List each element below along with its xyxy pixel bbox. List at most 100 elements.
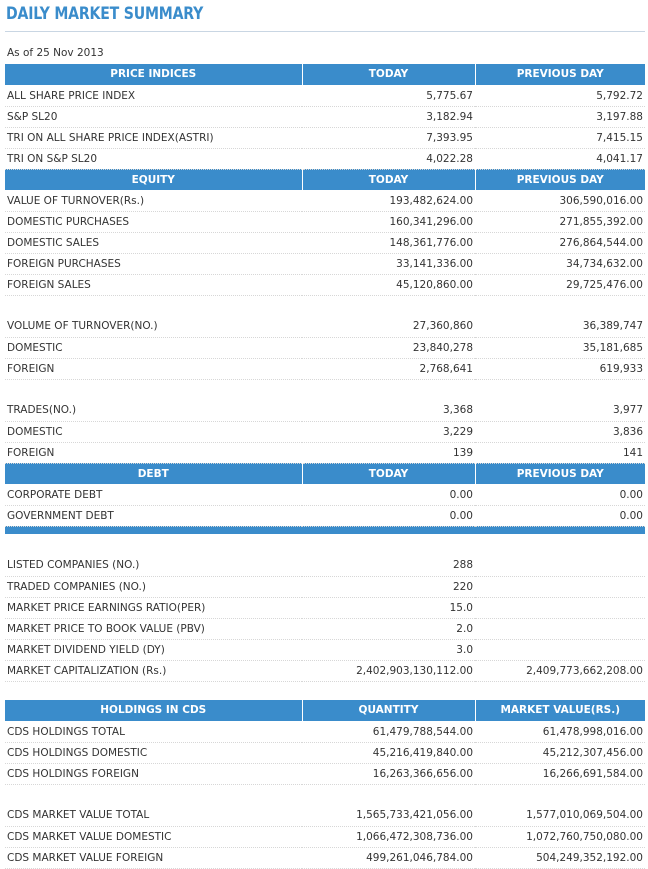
- value-cell: 3,368: [302, 400, 475, 422]
- previous-value-cell: 619,933: [475, 358, 645, 380]
- value-cell: [302, 379, 475, 400]
- table-row-market-price-earnings-ratio-per: MARKET PRICE EARNINGS RATIO(PER) 15.0: [5, 597, 645, 619]
- value-cell: 2.0: [302, 618, 475, 640]
- row-label: ALL SHARE PRICE INDEX: [5, 85, 302, 107]
- value-cell: 16,263,366,656.00: [302, 763, 475, 785]
- spacer-row: [5, 379, 645, 400]
- row-label: TRI ON ALL SHARE PRICE INDEX(ASTRI): [5, 127, 302, 149]
- column-header: MARKET VALUE(RS.): [475, 700, 645, 722]
- row-label: DOMESTIC: [5, 421, 302, 443]
- column-header: TODAY: [302, 463, 476, 485]
- row-label: CDS MARKET VALUE DOMESTIC: [5, 826, 302, 848]
- row-label: CDS MARKET VALUE TOTAL: [5, 805, 302, 827]
- row-label: TRADES(NO.): [5, 400, 302, 422]
- previous-value-cell: [475, 555, 645, 577]
- value-cell: 139: [302, 442, 475, 464]
- previous-value-cell: 45,212,307,456.00: [475, 742, 645, 764]
- column-header: QUANTITY: [302, 700, 476, 722]
- previous-value-cell: 3,977: [475, 400, 645, 422]
- value-cell: 61,479,788,544.00: [302, 721, 475, 743]
- table-row-foreign-purchases: FOREIGN PURCHASES 33,141,336.00 34,734,632…: [5, 253, 645, 275]
- value-cell: 148,361,776.00: [302, 232, 475, 254]
- column-header: TODAY: [302, 169, 476, 191]
- row-label: GOVERNMENT DEBT: [5, 505, 302, 527]
- debt-header-row: DEBT TODAY PREVIOUS DAY: [5, 463, 645, 485]
- previous-value-cell: [475, 295, 645, 316]
- table-row-traded-companies-no: TRADED COMPANIES (NO.) 220: [5, 576, 645, 598]
- row-label: FOREIGN: [5, 358, 302, 380]
- value-cell: 288: [302, 555, 475, 577]
- previous-value-cell: [475, 639, 645, 661]
- row-label: MARKET PRICE EARNINGS RATIO(PER): [5, 597, 302, 619]
- value-cell: 3,182.94: [302, 106, 475, 128]
- value-cell: 27,360,860: [302, 316, 475, 338]
- value-cell: [302, 784, 475, 805]
- row-label: MARKET DIVIDEND YIELD (DY): [5, 639, 302, 661]
- previous-value-cell: [475, 784, 645, 805]
- value-cell: 23,840,278: [302, 337, 475, 359]
- column-header: PREVIOUS DAY: [475, 463, 645, 485]
- table-row-cds-holdings-domestic: CDS HOLDINGS DOMESTIC 45,216,419,840.00 45…: [5, 742, 645, 764]
- previous-value-cell: 29,725,476.00: [475, 274, 645, 296]
- value-cell: 0.00: [302, 484, 475, 506]
- value-cell: 4,022.28: [302, 148, 475, 170]
- previous-value-cell: 141: [475, 442, 645, 464]
- previous-value-cell: [475, 618, 645, 640]
- previous-value-cell: 0.00: [475, 484, 645, 506]
- spacer-row: [5, 534, 645, 555]
- value-cell: 0.00: [302, 505, 475, 527]
- row-label: TRI ON S&P SL20: [5, 148, 302, 170]
- table-row-cds-market-value-total: CDS MARKET VALUE TOTAL 1,565,733,421,056.…: [5, 805, 645, 827]
- equity-header-row: EQUITY TODAY PREVIOUS DAY: [5, 169, 645, 191]
- value-cell: 45,216,419,840.00: [302, 742, 475, 764]
- table-row-corporate-debt: CORPORATE DEBT 0.00 0.00: [5, 484, 645, 506]
- row-label: [5, 379, 302, 400]
- table-row-market-capitalization-rs: MARKET CAPITALIZATION (Rs.) 2,402,903,130…: [5, 660, 645, 682]
- column-header: PRICE INDICES: [5, 64, 303, 86]
- table-row-domestic: DOMESTIC 3,229 3,836: [5, 421, 645, 443]
- row-label: VOLUME OF TURNOVER(NO.): [5, 316, 302, 338]
- holdings-header-row: HOLDINGS IN CDS QUANTITY MARKET VALUE(RS.): [5, 700, 645, 722]
- previous-value-cell: 36,389,747: [475, 316, 645, 338]
- cds-holdings-table: HOLDINGS IN CDS QUANTITY MARKET VALUE(RS.)…: [5, 700, 645, 869]
- row-label: [5, 295, 302, 316]
- value-cell: 1,565,733,421,056.00: [302, 805, 475, 827]
- value-cell: 220: [302, 576, 475, 598]
- table-row-cds-market-value-foreign: CDS MARKET VALUE FOREIGN 499,261,046,784.…: [5, 847, 645, 869]
- value-cell: 2,402,903,130,112.00: [302, 660, 475, 682]
- table-row-cds-holdings-total: CDS HOLDINGS TOTAL 61,479,788,544.00 61,47…: [5, 721, 645, 743]
- previous-value-cell: 1,577,010,069,504.00: [475, 805, 645, 827]
- value-cell: 1,066,472,308,736.00: [302, 826, 475, 848]
- previous-value-cell: 34,734,632.00: [475, 253, 645, 275]
- table-row-foreign: FOREIGN 139 141: [5, 442, 645, 464]
- previous-value-cell: 2,409,773,662,208.00: [475, 660, 645, 682]
- table-row-trades-no: TRADES(NO.) 3,368 3,977: [5, 400, 645, 422]
- previous-value-cell: 0.00: [475, 505, 645, 527]
- value-cell: [302, 534, 475, 555]
- previous-value-cell: [475, 576, 645, 598]
- row-label: FOREIGN: [5, 442, 302, 464]
- value-cell: 3.0: [302, 639, 475, 661]
- previous-value-cell: 5,792.72: [475, 85, 645, 107]
- row-label: CDS MARKET VALUE FOREIGN: [5, 847, 302, 869]
- previous-value-cell: 271,855,392.00: [475, 211, 645, 233]
- row-label: S&P SL20: [5, 106, 302, 128]
- table-row-domestic: DOMESTIC 23,840,278 35,181,685: [5, 337, 645, 359]
- row-label: DOMESTIC SALES: [5, 232, 302, 254]
- table-row-sandp-sl20: S&P SL20 3,182.94 3,197.88: [5, 106, 645, 128]
- value-cell: 193,482,624.00: [302, 190, 475, 212]
- value-cell: 3,229: [302, 421, 475, 443]
- row-label: FOREIGN PURCHASES: [5, 253, 302, 275]
- previous-value-cell: 3,836: [475, 421, 645, 443]
- table-row-cds-market-value-domestic: CDS MARKET VALUE DOMESTIC 1,066,472,308,7…: [5, 826, 645, 848]
- previous-value-cell: 1,072,760,750,080.00: [475, 826, 645, 848]
- table-row-tri-on-all-share-price-index-astri: TRI ON ALL SHARE PRICE INDEX(ASTRI) 7,393…: [5, 127, 645, 149]
- table-row-value-of-turnover-rs: VALUE OF TURNOVER(Rs.) 193,482,624.00 306,…: [5, 190, 645, 212]
- row-label: TRADED COMPANIES (NO.): [5, 576, 302, 598]
- market-summary-table: PRICE INDICES TODAY PREVIOUS DAY ALL SHARE …: [5, 64, 645, 682]
- as-of-date: As of 25 Nov 2013: [7, 47, 104, 59]
- previous-value-cell: 7,415.15: [475, 127, 645, 149]
- value-cell: 33,141,336.00: [302, 253, 475, 275]
- row-label: [5, 534, 302, 555]
- table-row-all-share-price-index: ALL SHARE PRICE INDEX 5,775.67 5,792.72: [5, 85, 645, 107]
